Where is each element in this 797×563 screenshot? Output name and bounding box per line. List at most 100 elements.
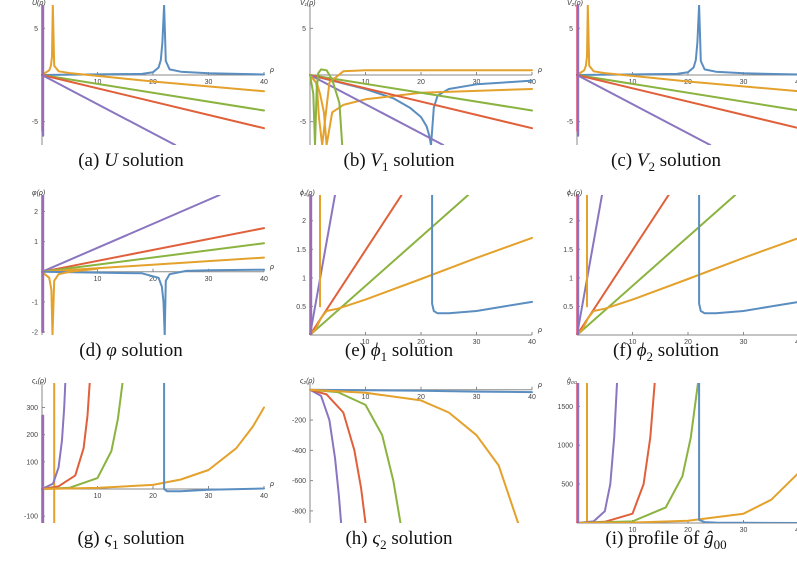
y-tick-label: 1	[569, 275, 573, 282]
series-red	[41, 383, 91, 490]
caption-f: (f) ϕ2 solution	[535, 340, 797, 365]
y-axis-label: V₂(ρ)	[567, 0, 583, 7]
caption-subscript: 00	[713, 536, 727, 552]
caption-prefix: (i) profile of	[605, 528, 705, 549]
series-orange	[309, 74, 533, 145]
caption-subscript: 1	[382, 158, 389, 174]
y-tick-label: -1	[32, 299, 38, 306]
x-tick-label: 40	[528, 394, 536, 401]
x-tick-label: 30	[473, 79, 481, 86]
series-orange	[41, 256, 265, 273]
x-tick-label: 10	[362, 394, 370, 401]
panel-d: 10 20 30 40 -2 -1 1 2 φ(ρ) ρ (d) φ solution	[0, 190, 274, 375]
y-tick-label: 1.5	[296, 247, 306, 254]
caption-prefix: (h)	[345, 528, 373, 549]
y-tick-label: 200	[26, 432, 38, 439]
y-axis-label: φ(ρ)	[32, 190, 45, 197]
caption-prefix: (b)	[343, 150, 371, 171]
x-tick-label: 20	[417, 394, 425, 401]
y-tick-label: 1000	[557, 443, 573, 450]
x-tick-label: 10	[362, 79, 370, 86]
y-tick-label: -600	[292, 478, 306, 485]
x-tick-label: 10	[629, 527, 637, 534]
chart-d: 10 20 30 40 -2 -1 1 2 φ(ρ) ρ	[32, 190, 274, 336]
series-purple	[41, 383, 67, 490]
x-tick-label: 20	[417, 79, 425, 86]
caption-g: (g) ς1 solution	[0, 528, 262, 553]
y-tick-label: 2	[302, 218, 306, 225]
caption-variable: V	[370, 150, 383, 171]
y-tick-label: 5	[569, 26, 573, 33]
caption-i: (i) profile of ĝ00	[535, 528, 797, 553]
x-tick-label: 20	[684, 339, 692, 346]
y-axis-label: ς₁(ρ)	[32, 378, 46, 385]
x-axis-label: ρ	[537, 327, 542, 334]
series-red	[41, 227, 265, 273]
caption-subscript: 2	[648, 158, 655, 174]
y-tick-label: 500	[561, 482, 573, 489]
series-orange	[41, 267, 99, 335]
y-tick-label: 1500	[557, 404, 573, 411]
panel-g: 10 20 30 40 -100 100 200 300 ς₁(ρ) ρ (g) ς1 soluti…	[0, 378, 274, 563]
panel-h: 10 20 30 40 -800 -600 -400 -200 ς₂(ρ) ρ (h) ς2 sol…	[268, 378, 542, 563]
y-tick-label: -5	[32, 119, 38, 126]
y-axis-label: ϕ₁(ρ)	[300, 190, 315, 197]
x-tick-label: 10	[629, 79, 637, 86]
x-tick-label: 30	[205, 493, 213, 500]
chart-h: 10 20 30 40 -800 -600 -400 -200 ς₂(ρ) ρ	[292, 378, 542, 523]
series-blue	[576, 5, 797, 76]
series-purple	[309, 74, 445, 145]
y-tick-label: 1.5	[563, 247, 573, 254]
y-tick-label: -100	[24, 514, 38, 521]
panel-e: 10 20 30 40 0.5 1 1.5 2 ϕ₁(ρ) ρ (e) ϕ1 solution	[268, 190, 542, 375]
chart-e: 10 20 30 40 0.5 1 1.5 2 ϕ₁(ρ) ρ	[296, 190, 542, 346]
series-orange	[309, 388, 520, 523]
series-green	[309, 195, 470, 335]
series-red	[309, 74, 533, 130]
series-purple	[41, 74, 177, 145]
y-tick-label: 2	[34, 209, 38, 216]
series-orange	[576, 237, 797, 335]
series-purple	[576, 195, 603, 335]
y-tick-label: 100	[26, 459, 38, 466]
caption-suffix: solution	[387, 340, 454, 361]
x-tick-label: 10	[94, 79, 102, 86]
series-orange	[41, 5, 265, 93]
x-tick-label: 20	[149, 276, 157, 283]
x-tick-label: 30	[473, 339, 481, 346]
caption-a: (a) U solution	[0, 150, 262, 172]
series-blue	[698, 195, 797, 315]
caption-variable: ϕ	[370, 340, 381, 361]
x-tick-label: 10	[94, 276, 102, 283]
caption-prefix: (c)	[611, 150, 637, 171]
series-red	[309, 388, 367, 523]
caption-variable: ς	[104, 528, 113, 549]
series-green	[576, 74, 797, 112]
x-axis-label: ρ	[269, 264, 274, 271]
x-tick-label: 10	[629, 339, 637, 346]
series-purple	[309, 195, 336, 335]
x-tick-label: 40	[528, 339, 536, 346]
caption-subscript: 2	[380, 536, 387, 552]
y-axis-label: V₁(ρ)	[300, 0, 316, 7]
y-tick-label: 5	[302, 26, 306, 33]
series-orange	[576, 5, 797, 93]
x-tick-label: 40	[260, 276, 268, 283]
y-axis-label: ς₂(ρ)	[300, 378, 315, 385]
chart-g: 10 20 30 40 -100 100 200 300 ς₁(ρ) ρ	[24, 378, 274, 523]
x-tick-label: 10	[94, 493, 102, 500]
series-orange	[309, 236, 533, 335]
caption-suffix: solution	[116, 340, 183, 361]
caption-prefix: (g)	[77, 528, 105, 549]
x-tick-label: 30	[740, 79, 748, 86]
y-tick-label: 0.5	[296, 304, 306, 311]
x-tick-label: 10	[362, 339, 370, 346]
x-tick-label: 40	[260, 79, 268, 86]
caption-prefix: (e)	[344, 340, 371, 361]
caption-prefix: (f)	[612, 340, 637, 361]
chart-i: 1020304050010001500ĝ₀₀ρ	[557, 378, 797, 534]
x-tick-label: 30	[473, 394, 481, 401]
y-tick-label: -200	[292, 418, 306, 425]
series-purple	[576, 383, 618, 523]
series-green	[309, 74, 533, 112]
